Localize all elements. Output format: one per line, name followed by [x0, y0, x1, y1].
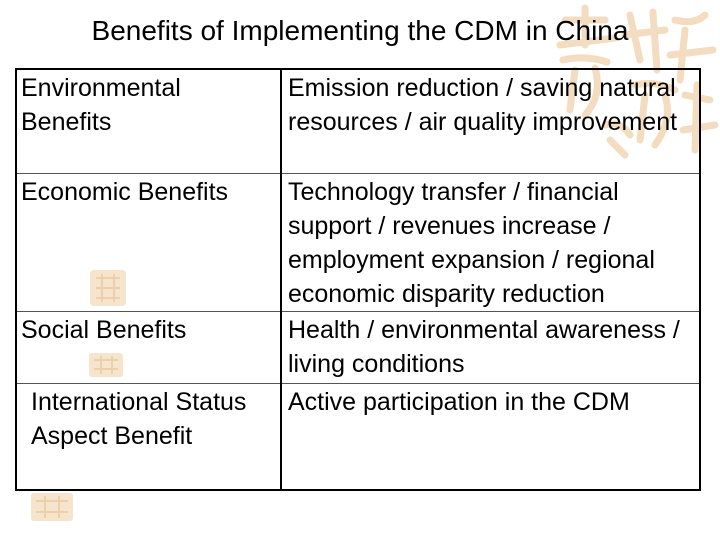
seal-watermark	[31, 493, 73, 521]
table-row: International Status Aspect Benefit Acti…	[15, 383, 701, 491]
description-cell: Emission reduction / saving natural reso…	[280, 68, 701, 174]
description-cell: Active participation in the CDM	[280, 383, 701, 491]
benefits-table: Environmental Benefits Emission reductio…	[15, 68, 701, 491]
slide-title: Benefits of Implementing the CDM in Chin…	[91, 15, 629, 46]
description-cell: Health / environmental awareness / livin…	[280, 311, 701, 384]
description-cell: Technology transfer / financial support …	[280, 173, 701, 312]
category-cell: Social Benefits	[15, 311, 282, 384]
category-cell: Economic Benefits	[15, 173, 282, 312]
category-cell: International Status Aspect Benefit	[15, 383, 282, 491]
table-row: Social Benefits Health / environmental a…	[15, 311, 701, 384]
table-row: Environmental Benefits Emission reductio…	[15, 68, 701, 174]
category-text: International Status Aspect Benefit	[31, 388, 247, 450]
table-row: Economic Benefits Technology transfer / …	[15, 173, 701, 312]
category-cell: Environmental Benefits	[15, 68, 282, 174]
